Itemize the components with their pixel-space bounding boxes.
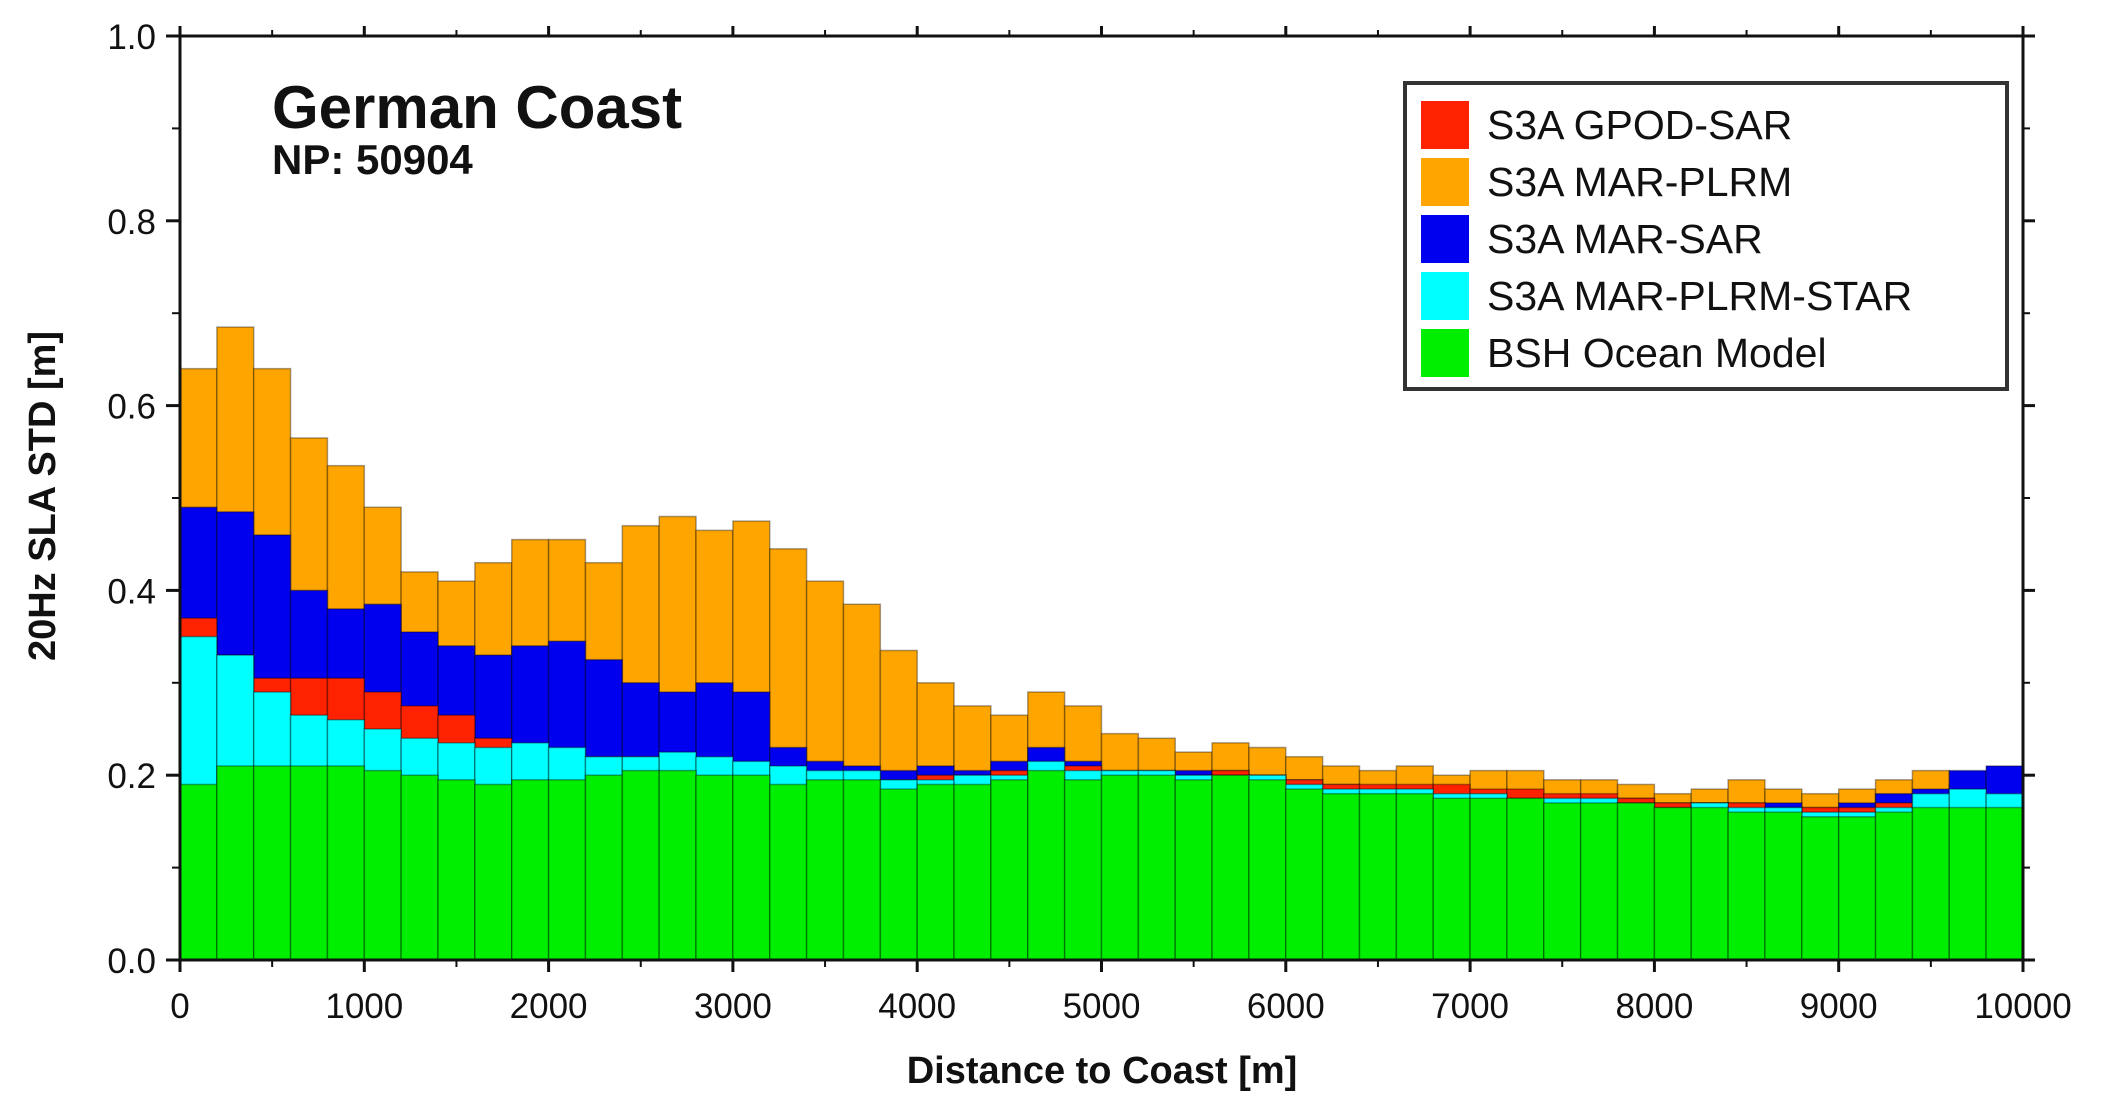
bar xyxy=(1543,802,1582,961)
axes-layer xyxy=(166,26,2035,972)
y-tick-label: 1.0 xyxy=(107,18,156,57)
bar xyxy=(1321,792,1361,961)
bar xyxy=(1174,779,1213,961)
bar xyxy=(437,779,476,961)
bar xyxy=(1801,816,1840,961)
bar xyxy=(1764,811,1803,961)
bar xyxy=(732,774,771,961)
bar xyxy=(1653,806,1693,961)
bar xyxy=(1579,802,1619,961)
legend-box xyxy=(1403,81,2009,391)
bar xyxy=(1211,774,1250,961)
bar xyxy=(1100,774,1140,961)
bar xyxy=(474,783,513,961)
bar xyxy=(1616,802,1656,961)
bar xyxy=(990,779,1029,961)
bar xyxy=(363,769,402,961)
x-tick-label: 4000 xyxy=(878,987,956,1026)
x-tick-label: 1000 xyxy=(325,987,403,1026)
y-tick-label: 0.8 xyxy=(107,203,156,242)
bar xyxy=(216,765,255,961)
bar xyxy=(1727,811,1766,961)
bar xyxy=(1063,779,1103,961)
bar xyxy=(584,774,624,961)
x-tick-label: 5000 xyxy=(1063,987,1141,1026)
bar xyxy=(1395,792,1434,961)
x-tick-label: 10000 xyxy=(1974,987,2071,1026)
legend-label: S3A GPOD-SAR xyxy=(1487,102,1792,148)
legend-swatch xyxy=(1421,215,1469,263)
bar xyxy=(1285,788,1324,961)
bar xyxy=(252,765,292,961)
y-axis-title: 20Hz SLA STD [m] xyxy=(22,331,64,661)
bar xyxy=(1432,797,1471,961)
x-tick-label: 8000 xyxy=(1615,987,1693,1026)
x-tick-label: 7000 xyxy=(1431,987,1509,1026)
bar xyxy=(879,788,918,961)
bar xyxy=(1948,806,1987,961)
legend-label: S3A MAR-PLRM-STAR xyxy=(1487,273,1912,319)
bar xyxy=(289,765,329,961)
bar xyxy=(1248,779,1287,961)
chart-title: German Coast xyxy=(272,74,682,141)
bar xyxy=(769,783,808,961)
bar xyxy=(510,779,550,961)
bar xyxy=(1137,774,1176,961)
bar xyxy=(326,765,366,961)
bar xyxy=(621,769,660,961)
bar xyxy=(1985,806,2024,961)
bar xyxy=(953,783,992,961)
bar xyxy=(1837,816,1877,961)
y-tick-label: 0.2 xyxy=(107,757,156,796)
y-tick-label: 0.6 xyxy=(107,388,156,427)
legend-label: S3A MAR-SAR xyxy=(1487,216,1763,262)
legend-label: S3A MAR-PLRM xyxy=(1487,159,1792,205)
bar xyxy=(916,783,955,961)
x-axis-title: Distance to Coast [m] xyxy=(907,1050,1298,1092)
legend-swatch xyxy=(1421,329,1469,377)
legend-swatch xyxy=(1421,101,1469,149)
bar xyxy=(400,774,439,961)
y-tick-label: 0.4 xyxy=(107,572,156,611)
x-tick-label: 6000 xyxy=(1247,987,1325,1026)
bar xyxy=(805,779,845,961)
series-bsh-ocean-model xyxy=(179,765,2024,961)
bar xyxy=(1469,797,1508,961)
bar xyxy=(842,779,882,961)
legend-label: BSH Ocean Model xyxy=(1487,330,1827,376)
bar xyxy=(1027,769,1066,961)
x-tick-label: 2000 xyxy=(510,987,588,1026)
labels-layer: 0 1000 2000 3000 4000 5000 6000 7000 8000 9000 100… xyxy=(107,18,2071,1026)
bar xyxy=(1358,792,1398,961)
legend: S3A GPOD-SAR S3A MAR-PLRM S3A MAR-SAR S3A M… xyxy=(1403,81,2009,391)
chart-subtitle: NP: 50904 xyxy=(272,136,473,183)
bar xyxy=(1506,797,1545,961)
x-tick-label: 3000 xyxy=(694,987,772,1026)
bar xyxy=(1911,806,1951,961)
y-tick-label: 0.0 xyxy=(107,942,156,981)
bar xyxy=(695,774,734,961)
legend-swatch xyxy=(1421,272,1469,320)
bar xyxy=(547,779,587,961)
bars-layer xyxy=(179,326,2024,961)
legend-swatch xyxy=(1421,158,1469,206)
x-tick-label: 0 xyxy=(170,987,189,1026)
bar xyxy=(658,769,697,961)
bar xyxy=(1690,806,1729,961)
bar xyxy=(1874,811,1914,961)
bar xyxy=(179,783,218,961)
x-tick-label: 9000 xyxy=(1800,987,1878,1026)
